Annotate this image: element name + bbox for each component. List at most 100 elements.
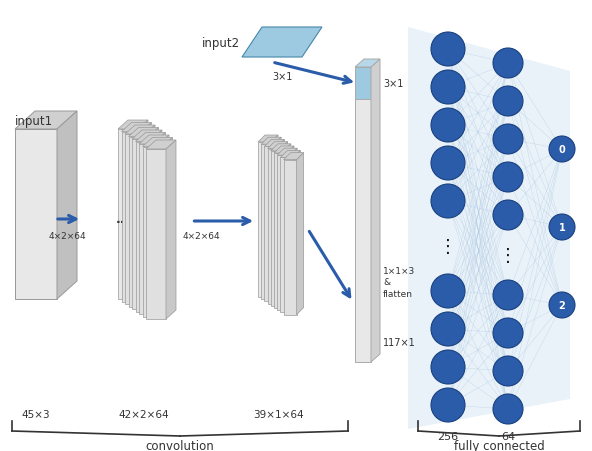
- Text: ⋮: ⋮: [499, 246, 517, 264]
- Polygon shape: [145, 126, 155, 304]
- Polygon shape: [277, 149, 297, 156]
- Circle shape: [549, 215, 575, 240]
- Polygon shape: [139, 145, 159, 314]
- Polygon shape: [287, 147, 294, 308]
- Circle shape: [549, 292, 575, 318]
- Polygon shape: [146, 150, 166, 319]
- Circle shape: [493, 281, 523, 310]
- Polygon shape: [242, 28, 322, 58]
- Polygon shape: [57, 112, 77, 299]
- Polygon shape: [258, 136, 278, 143]
- Polygon shape: [274, 138, 281, 299]
- Polygon shape: [268, 149, 281, 304]
- Polygon shape: [271, 136, 278, 297]
- Polygon shape: [261, 138, 281, 145]
- Circle shape: [431, 388, 465, 422]
- Polygon shape: [128, 128, 159, 137]
- Polygon shape: [162, 138, 172, 317]
- Polygon shape: [146, 141, 176, 150]
- Circle shape: [493, 49, 523, 79]
- Polygon shape: [258, 143, 271, 297]
- Text: ⋮: ⋮: [439, 238, 457, 255]
- Text: input2: input2: [202, 37, 240, 50]
- Circle shape: [431, 109, 465, 143]
- Polygon shape: [143, 147, 162, 317]
- Polygon shape: [156, 133, 166, 312]
- Polygon shape: [408, 28, 570, 429]
- Circle shape: [493, 318, 523, 348]
- Polygon shape: [136, 142, 156, 312]
- Polygon shape: [297, 153, 304, 315]
- Text: concatenate: concatenate: [359, 186, 368, 243]
- Polygon shape: [274, 147, 294, 154]
- Polygon shape: [139, 136, 169, 145]
- Polygon shape: [271, 144, 291, 152]
- Text: 3×1: 3×1: [383, 79, 403, 89]
- Polygon shape: [143, 138, 172, 147]
- Text: input1: input1: [15, 115, 53, 128]
- Polygon shape: [136, 133, 166, 142]
- Polygon shape: [128, 137, 149, 307]
- Polygon shape: [118, 121, 148, 130]
- Polygon shape: [281, 151, 300, 158]
- Circle shape: [493, 356, 523, 386]
- Text: 1: 1: [559, 222, 565, 232]
- Polygon shape: [355, 68, 371, 362]
- Polygon shape: [141, 123, 152, 302]
- Text: ...: ...: [261, 213, 275, 226]
- Polygon shape: [355, 60, 380, 68]
- Circle shape: [493, 163, 523, 193]
- Circle shape: [493, 87, 523, 117]
- Polygon shape: [132, 131, 162, 140]
- Polygon shape: [271, 152, 284, 306]
- Text: 0: 0: [559, 145, 565, 155]
- Text: 45×3: 45×3: [22, 409, 50, 419]
- Text: 1×1×3
&
flatten: 1×1×3 & flatten: [383, 266, 415, 299]
- Circle shape: [493, 125, 523, 155]
- Circle shape: [431, 312, 465, 346]
- Text: ...: ...: [116, 213, 130, 226]
- Circle shape: [431, 184, 465, 219]
- Polygon shape: [138, 121, 148, 299]
- Polygon shape: [278, 140, 284, 302]
- Text: fully connected: fully connected: [453, 439, 545, 451]
- Polygon shape: [261, 145, 274, 299]
- Polygon shape: [149, 128, 159, 307]
- Polygon shape: [290, 149, 297, 310]
- Polygon shape: [284, 153, 304, 160]
- Polygon shape: [121, 123, 152, 132]
- Polygon shape: [121, 132, 141, 302]
- Polygon shape: [125, 135, 145, 304]
- Text: 3×1: 3×1: [272, 72, 292, 82]
- Text: 42×2×64: 42×2×64: [118, 409, 169, 419]
- Text: 4×2×64: 4×2×64: [48, 231, 86, 240]
- Polygon shape: [15, 112, 77, 130]
- Circle shape: [431, 33, 465, 67]
- Polygon shape: [274, 154, 287, 308]
- Polygon shape: [132, 140, 152, 309]
- Polygon shape: [15, 130, 57, 299]
- Circle shape: [549, 137, 575, 163]
- Polygon shape: [371, 60, 380, 362]
- Polygon shape: [284, 160, 297, 315]
- Polygon shape: [268, 142, 288, 149]
- Circle shape: [431, 274, 465, 308]
- Text: 117×1: 117×1: [383, 337, 416, 347]
- Circle shape: [431, 147, 465, 180]
- Text: 39×1×64: 39×1×64: [253, 409, 304, 419]
- Text: 256: 256: [437, 431, 459, 441]
- Text: convolution: convolution: [146, 439, 214, 451]
- Text: 64: 64: [501, 431, 515, 441]
- Polygon shape: [125, 126, 155, 135]
- Polygon shape: [355, 68, 371, 100]
- Polygon shape: [284, 144, 291, 306]
- Circle shape: [431, 71, 465, 105]
- Polygon shape: [281, 142, 288, 304]
- Polygon shape: [265, 147, 278, 302]
- Polygon shape: [118, 130, 138, 299]
- Circle shape: [493, 394, 523, 424]
- Polygon shape: [166, 141, 176, 319]
- Text: 4×2×64: 4×2×64: [183, 231, 220, 240]
- Circle shape: [431, 350, 465, 384]
- Polygon shape: [159, 136, 169, 314]
